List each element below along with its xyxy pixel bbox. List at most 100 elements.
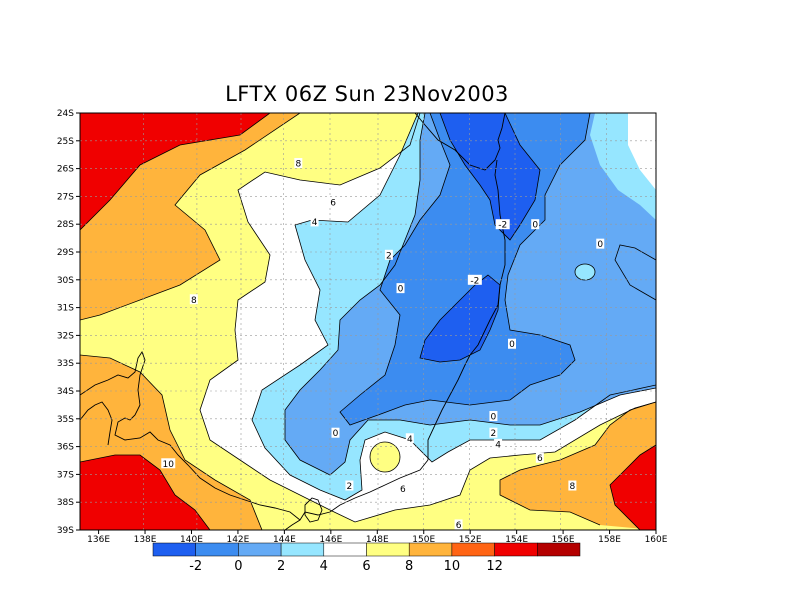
colorbar-label: 2: [277, 559, 285, 574]
colorbar-swatch: [323, 542, 367, 557]
contour-m2-c: [419, 274, 501, 363]
contour-label: 4: [495, 440, 501, 450]
lat-tick-label: 38S: [57, 498, 74, 508]
lon-tick-label: 148E: [366, 535, 389, 545]
lat-tick-label: 27S: [57, 192, 74, 202]
contour-label: 8: [295, 160, 301, 170]
colorbar-swatch: [152, 542, 196, 557]
lon-tick-label: 144E: [273, 535, 296, 545]
map-title: LFTX 06Z Sun 23Nov2003: [225, 82, 509, 106]
lon-tick-label: 150E: [412, 535, 435, 545]
contour-8-sw: [80, 354, 263, 530]
lat-tick-label: 31S: [57, 304, 74, 314]
tasmania-coast: [304, 497, 323, 523]
lat-tick-label: 37S: [57, 470, 74, 480]
contour-6-blob: [369, 441, 401, 473]
contour-label-bg: [489, 411, 498, 422]
contour-label-bg: [531, 219, 540, 230]
contour-label-bg: [495, 219, 510, 230]
contour-label: 6: [456, 521, 462, 531]
contour-label-bg: [396, 283, 405, 294]
contour-label-bg: [467, 274, 482, 285]
colorbar-label: -2: [189, 559, 202, 574]
contour-label: -2: [470, 276, 479, 286]
colorbar-swatch: [280, 542, 325, 557]
contour-label: 6: [330, 198, 336, 208]
colorbar-swatch: [494, 542, 538, 557]
contour-10-sw: [80, 454, 211, 530]
colorbar-swatch: [195, 542, 239, 557]
contour-0: [339, 113, 591, 426]
contour-label: 10: [163, 460, 175, 470]
lon-tick-label: 160E: [645, 535, 668, 545]
lon-tick-label: 140E: [180, 535, 203, 545]
contour-label-bg: [568, 480, 577, 491]
east-coastline: [414, 113, 506, 460]
contour-label-bg: [331, 427, 340, 438]
colorbar-swatch: [537, 542, 581, 557]
band-red-se: [610, 445, 656, 530]
contour-label: 6: [400, 485, 406, 495]
contour-4: [251, 113, 656, 501]
contour-0-east: [614, 244, 656, 301]
contour-10-nw: [80, 113, 271, 231]
contour-6: [199, 113, 656, 523]
lat-tick-label: 35S: [57, 415, 74, 425]
lat-tick-label: 29S: [57, 248, 74, 258]
contour-label: 4: [407, 435, 413, 445]
contour-label: 0: [333, 429, 339, 439]
lat-tick-label: 39S: [57, 526, 74, 536]
contour-label-bg: [398, 483, 407, 494]
axes: 24S 25S 26S 27S 28S 29S 30S 31S 32S 33S 34S 35S 36S 3…: [57, 109, 668, 545]
lon-tick-label: 142E: [226, 535, 249, 545]
coastline: [80, 113, 506, 530]
contour-label-bg: [405, 433, 414, 444]
lon-tick-label: 154E: [505, 535, 528, 545]
contour-label-bg: [329, 196, 338, 207]
colorbar-swatch: [238, 542, 282, 557]
lat-tick-label: 25S: [57, 137, 74, 147]
lat-tick-label: 36S: [57, 443, 74, 453]
colorbar: -2 0 2 4 6 8 10 12: [152, 542, 581, 574]
colorbar-label: 0: [234, 559, 242, 574]
spencer-gulf-coast: [80, 351, 301, 521]
lat-tick-label: 30S: [57, 276, 74, 286]
contour-label: -2: [498, 221, 507, 231]
contour-label-bg: [489, 427, 498, 438]
colorbar-swatch: [408, 542, 453, 557]
contour-label-bg: [345, 480, 354, 491]
contour-label: 0: [398, 285, 404, 295]
contour-label-bg: [161, 458, 176, 469]
colorbar-label: 10: [444, 559, 461, 574]
colorbar-label: 8: [405, 559, 413, 574]
lat-tick-label: 32S: [57, 331, 74, 341]
contour-label: 0: [597, 240, 603, 250]
contour-8-se: [499, 401, 656, 526]
contour-label: 6: [537, 454, 543, 464]
contour-label-bg: [294, 158, 303, 169]
lat-tick-label: 28S: [57, 220, 74, 230]
lat-tick-label: 34S: [57, 387, 74, 397]
contour-label-bg: [508, 338, 516, 349]
band-cyan-blob: [575, 264, 595, 280]
lon-tick-label: 136E: [87, 535, 110, 545]
lat-tick-label: 26S: [57, 165, 74, 175]
colorbar-swatch: [366, 542, 410, 557]
contour-label-bg: [454, 519, 463, 530]
contour-label-bg: [494, 438, 503, 449]
contour-label-bg: [596, 238, 605, 249]
band-white-ne: [628, 113, 656, 190]
contour-m2-n: [439, 113, 541, 241]
grid-lines: [80, 113, 656, 530]
lon-tick-label: 156E: [552, 535, 575, 545]
contour-label: 2: [491, 429, 497, 439]
lon-tick-label: 138E: [134, 535, 157, 545]
colorbar-label: 6: [362, 559, 370, 574]
lat-tick-label: 33S: [57, 359, 74, 369]
contour-10-se: [609, 444, 656, 530]
contour-label-bg: [535, 452, 544, 463]
lat-tick-label: 24S: [57, 109, 74, 119]
band-red-sw: [80, 455, 210, 530]
